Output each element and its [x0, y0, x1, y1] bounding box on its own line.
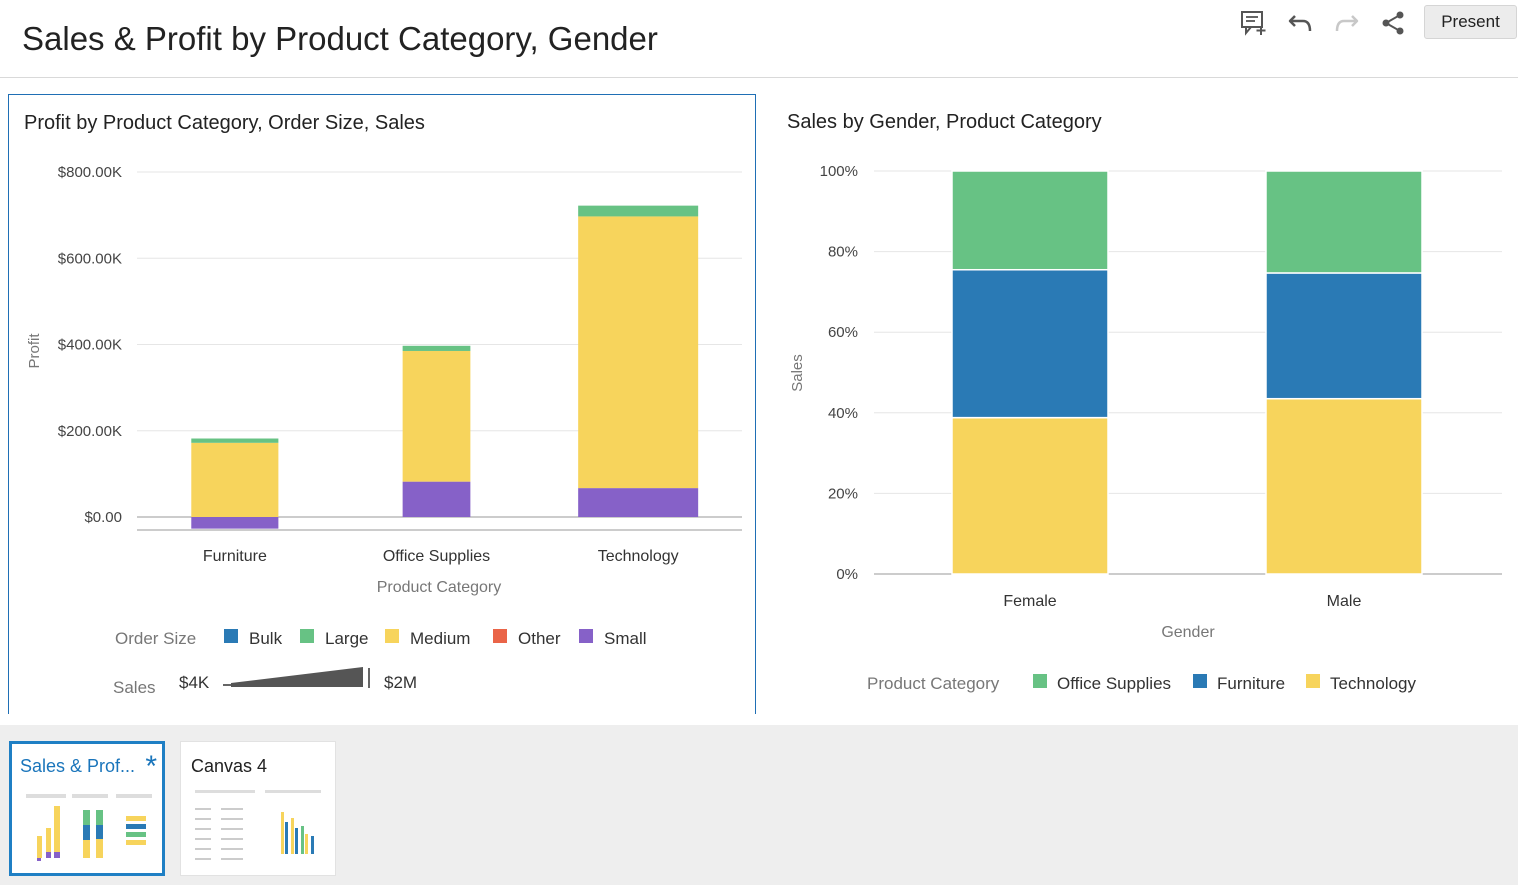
x-tick-label: Furniture: [203, 548, 267, 565]
y-axis-title: Sales: [789, 354, 806, 392]
sales-chart: 0% 20% 40% 60% 80% 100% Sales Female Male Gender P…: [789, 163, 1502, 693]
y-axis-title: Profit: [26, 333, 43, 369]
bar-segment-large: [578, 205, 699, 217]
modified-asterisk-icon: *: [145, 750, 157, 783]
x-tick-label: Technology: [598, 548, 679, 565]
legend-swatch-bulk: [224, 629, 238, 643]
page-title: Sales & Profit by Product Category, Gend…: [22, 20, 658, 57]
legend-label: Small: [604, 629, 647, 648]
y-tick-label: 80%: [828, 244, 858, 261]
canvas-thumbnail-sales-profit[interactable]: Sales & Prof... *: [9, 741, 165, 876]
legend-title: Order Size: [115, 629, 196, 648]
bar-segment-large: [191, 438, 279, 443]
sales-chart-title: Sales by Gender, Product Category: [787, 111, 1102, 133]
bar-segment-office-supplies: [1265, 170, 1423, 274]
legend-label: Large: [325, 629, 368, 648]
y-tick-label: 60%: [828, 324, 858, 341]
legend-label: Technology: [1330, 674, 1417, 693]
y-tick-label: $400.00K: [58, 337, 122, 354]
legend-swatch-medium: [385, 629, 399, 643]
y-tick-label: 20%: [828, 485, 858, 502]
profit-chart-panel[interactable]: Profit by Product Category, Order Size, …: [8, 94, 756, 714]
size-legend-min: $4K: [179, 673, 210, 692]
legend-label: Office Supplies: [1057, 674, 1171, 693]
profit-chart-title: Profit by Product Category, Order Size, …: [24, 112, 425, 134]
undo-icon[interactable]: [1285, 8, 1315, 38]
redo-icon[interactable]: [1332, 8, 1362, 38]
bar-segment-medium: [191, 442, 279, 517]
legend-swatch-other: [493, 629, 507, 643]
bar-segment-office-supplies: [951, 170, 1109, 271]
size-legend-max: $2M: [384, 673, 417, 692]
share-icon[interactable]: [1378, 8, 1408, 38]
y-tick-label: $800.00K: [58, 164, 122, 181]
legend-label: Furniture: [1217, 674, 1285, 693]
legend-title: Product Category: [867, 674, 1000, 693]
canvas-label: Sales & Prof...: [20, 756, 136, 776]
canvas-preview: [195, 790, 321, 860]
x-axis-title: Product Category: [377, 579, 502, 596]
canvas-preview: [26, 794, 152, 861]
bar-segment-small: [191, 517, 279, 529]
legend-swatch-small: [579, 629, 593, 643]
page-header: Sales & Profit by Product Category, Gend…: [0, 0, 1518, 78]
bar-segment-furniture: [1265, 272, 1423, 400]
x-tick-label: Male: [1327, 593, 1362, 610]
y-tick-label: 100%: [820, 163, 858, 180]
legend-swatch-furniture: [1193, 674, 1207, 688]
legend-label: Bulk: [249, 629, 283, 648]
legend-label: Other: [518, 629, 561, 648]
present-button[interactable]: Present: [1424, 5, 1517, 39]
canvas-label: Canvas 4: [191, 756, 268, 776]
legend-swatch-office-supplies: [1033, 674, 1047, 688]
bar-segment-large: [402, 345, 471, 351]
bar-segment-medium: [578, 216, 699, 489]
y-tick-label: 40%: [828, 405, 858, 422]
bar-segment-technology: [1265, 397, 1423, 575]
size-legend-title: Sales: [113, 678, 156, 697]
y-tick-label: $0.00: [84, 509, 122, 526]
bar-segment-small: [578, 488, 699, 517]
size-legend-wedge: [231, 667, 363, 687]
canvas-thumbnail-canvas-4[interactable]: Canvas 4: [180, 741, 336, 876]
x-tick-label: Office Supplies: [383, 548, 490, 565]
legend-swatch-large: [300, 629, 314, 643]
bar-segment-small: [402, 481, 471, 517]
canvas-tab-bar: Sales & Prof... * Canvas 4: [0, 725, 1518, 885]
legend-label: Medium: [410, 629, 470, 648]
y-tick-label: $600.00K: [58, 250, 122, 267]
y-tick-label: 0%: [836, 566, 858, 583]
y-tick-label: $200.00K: [58, 423, 122, 440]
sales-chart-panel[interactable]: Sales by Gender, Product Category 0% 20% 4…: [772, 94, 1518, 714]
legend-swatch-technology: [1306, 674, 1320, 688]
bar-segment-medium: [402, 350, 471, 482]
x-tick-label: Female: [1003, 593, 1056, 610]
x-axis-title: Gender: [1161, 624, 1215, 641]
profit-chart: $0.00 $200.00K $400.00K $600.00K $800.00K Pro…: [26, 164, 742, 697]
bar-segment-furniture: [951, 268, 1109, 419]
add-comment-icon[interactable]: [1238, 8, 1268, 38]
bar-segment-technology: [951, 416, 1109, 575]
